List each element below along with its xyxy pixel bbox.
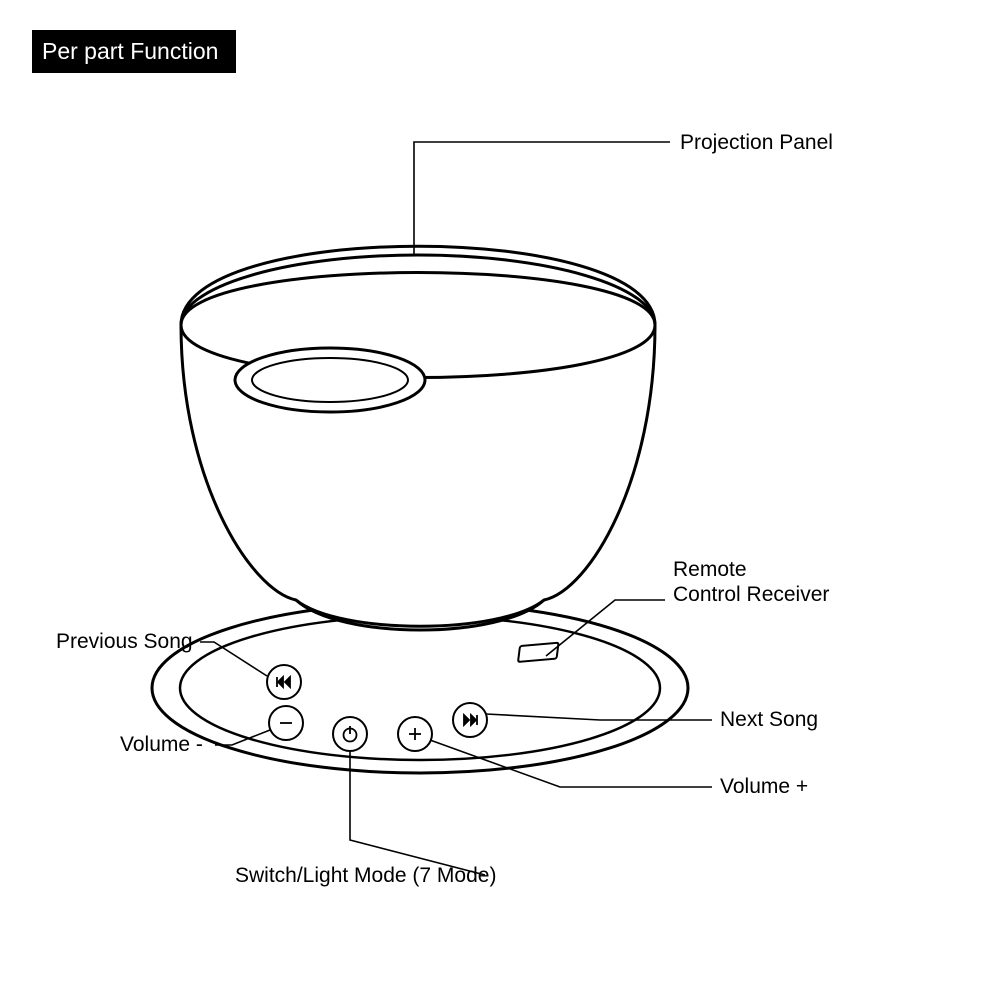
ir-receiver: [518, 643, 559, 662]
label-next-song: Next Song: [720, 708, 818, 732]
lens-inner: [252, 358, 408, 402]
label-previous-song: Previous Song: [56, 630, 193, 654]
label-volume-plus: Volume +: [720, 775, 808, 799]
label-volume-minus: Volume -: [120, 733, 203, 757]
label-switch-mode: Switch/Light Mode (7 Mode): [235, 864, 496, 888]
label-remote-receiver-1: Remote: [673, 558, 747, 582]
leader-projection-panel: [414, 142, 670, 255]
label-remote-receiver-2: Control Receiver: [673, 583, 829, 607]
device-diagram: [0, 0, 1001, 1001]
label-projection-panel: Projection Panel: [680, 131, 833, 155]
